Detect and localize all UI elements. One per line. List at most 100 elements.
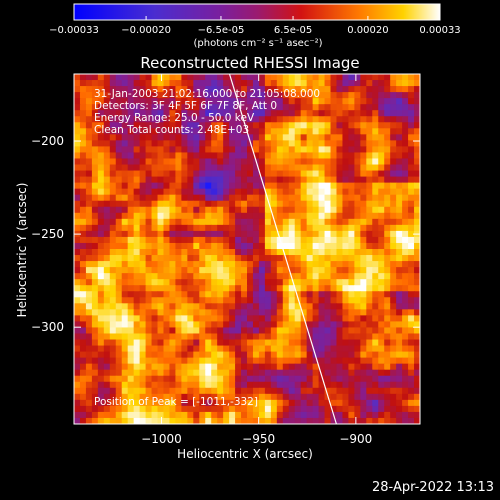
heatmap-cell <box>169 128 177 135</box>
heatmap-cell <box>133 230 141 238</box>
heatmap-cell <box>312 273 320 280</box>
heatmap-cell <box>217 188 224 196</box>
heatmap-cell <box>270 303 278 310</box>
heatmap-cell <box>175 134 182 141</box>
heatmap-cell <box>79 399 87 407</box>
heatmap-cell <box>85 261 93 268</box>
heatmap-cell <box>384 297 391 304</box>
heatmap-cell <box>199 393 206 401</box>
heatmap-cell <box>199 315 206 323</box>
heatmap-cell <box>229 242 236 250</box>
heatmap-cell <box>223 273 230 280</box>
heatmap-cell <box>342 116 350 123</box>
heatmap-cell <box>187 224 194 232</box>
heatmap-cell <box>145 393 153 401</box>
heatmap-cell <box>330 279 338 286</box>
heatmap-cell <box>372 86 379 93</box>
heatmap-cell <box>247 212 254 220</box>
heatmap-cell <box>151 339 159 347</box>
heatmap-cell <box>211 345 218 353</box>
heatmap-cell <box>121 357 129 365</box>
heatmap-cell <box>366 200 373 208</box>
heatmap-cell <box>342 134 350 141</box>
heatmap-cell <box>408 152 415 160</box>
heatmap-cell <box>187 291 194 298</box>
heatmap-cell <box>408 194 415 202</box>
heatmap-cell <box>276 273 284 280</box>
heatmap-cell <box>288 255 296 262</box>
heatmap-cell <box>312 417 320 424</box>
heatmap-cell <box>276 321 284 329</box>
heatmap-cell <box>169 417 177 424</box>
heatmap-cell <box>241 194 248 202</box>
heatmap-cell <box>115 309 123 316</box>
heatmap-cell <box>145 321 153 329</box>
heatmap-cell <box>390 110 397 117</box>
heatmap-cell <box>229 128 236 135</box>
heatmap-cell <box>181 375 188 383</box>
heatmap-cell <box>288 212 296 220</box>
heatmap-cell <box>354 291 361 298</box>
heatmap-cell <box>151 363 159 371</box>
heatmap-cell <box>175 128 182 135</box>
heatmap-cell <box>223 200 230 208</box>
heatmap-cell <box>282 285 290 292</box>
heatmap-cell <box>109 249 117 256</box>
heatmap-cell <box>97 146 105 154</box>
heatmap-cell <box>217 152 224 160</box>
heatmap-cell <box>205 194 212 202</box>
heatmap-cell <box>342 339 350 347</box>
heatmap-cell <box>247 339 254 347</box>
heatmap-cell <box>109 273 117 280</box>
heatmap-cell <box>205 303 212 310</box>
heatmap-cell <box>282 357 290 365</box>
heatmap-cell <box>396 74 403 81</box>
heatmap-cell <box>169 212 177 220</box>
heatmap-cell <box>241 134 248 141</box>
heatmap-cell <box>199 261 206 268</box>
heatmap-cell <box>294 387 302 395</box>
heatmap-cell <box>318 110 326 117</box>
heatmap-cell <box>217 411 224 419</box>
heatmap-cell <box>294 146 302 154</box>
heatmap-cell <box>91 411 99 419</box>
heatmap-cell <box>414 339 420 347</box>
heatmap-cell <box>121 140 129 148</box>
heatmap-cell <box>324 98 332 105</box>
heatmap-cell <box>342 92 350 99</box>
heatmap-cell <box>139 357 147 365</box>
heatmap-cell <box>312 206 320 214</box>
heatmap-cell <box>264 411 272 419</box>
heatmap-cell <box>378 321 385 329</box>
heatmap-cell <box>163 381 171 389</box>
heatmap-cell <box>229 381 236 389</box>
heatmap-cell <box>74 104 81 111</box>
heatmap-cell <box>127 122 135 129</box>
heatmap-cell <box>211 158 218 166</box>
heatmap-cell <box>121 158 129 166</box>
heatmap-cell <box>229 255 236 262</box>
heatmap-cell <box>199 164 206 172</box>
heatmap-cell <box>121 303 129 310</box>
heatmap-cell <box>247 116 254 123</box>
heatmap-cell <box>133 261 141 268</box>
heatmap-cell <box>163 363 171 371</box>
heatmap-cell <box>193 194 200 202</box>
heatmap-cell <box>169 375 177 383</box>
heatmap-cell <box>211 411 218 419</box>
heatmap-cell <box>79 158 87 166</box>
heatmap-cell <box>324 375 332 383</box>
heatmap-cell <box>342 321 350 329</box>
heatmap-cell <box>241 152 248 160</box>
heatmap-cell <box>372 333 379 341</box>
heatmap-cell <box>330 393 338 401</box>
heatmap-cell <box>169 369 177 377</box>
heatmap-cell <box>121 393 129 401</box>
x-tick-label: −900 <box>339 432 373 446</box>
heatmap-cell <box>312 116 320 123</box>
heatmap-cell <box>390 74 397 81</box>
heatmap-cell <box>187 212 194 220</box>
heatmap-cell <box>223 297 230 304</box>
heatmap-cell <box>258 140 266 148</box>
heatmap-cell <box>121 255 129 262</box>
